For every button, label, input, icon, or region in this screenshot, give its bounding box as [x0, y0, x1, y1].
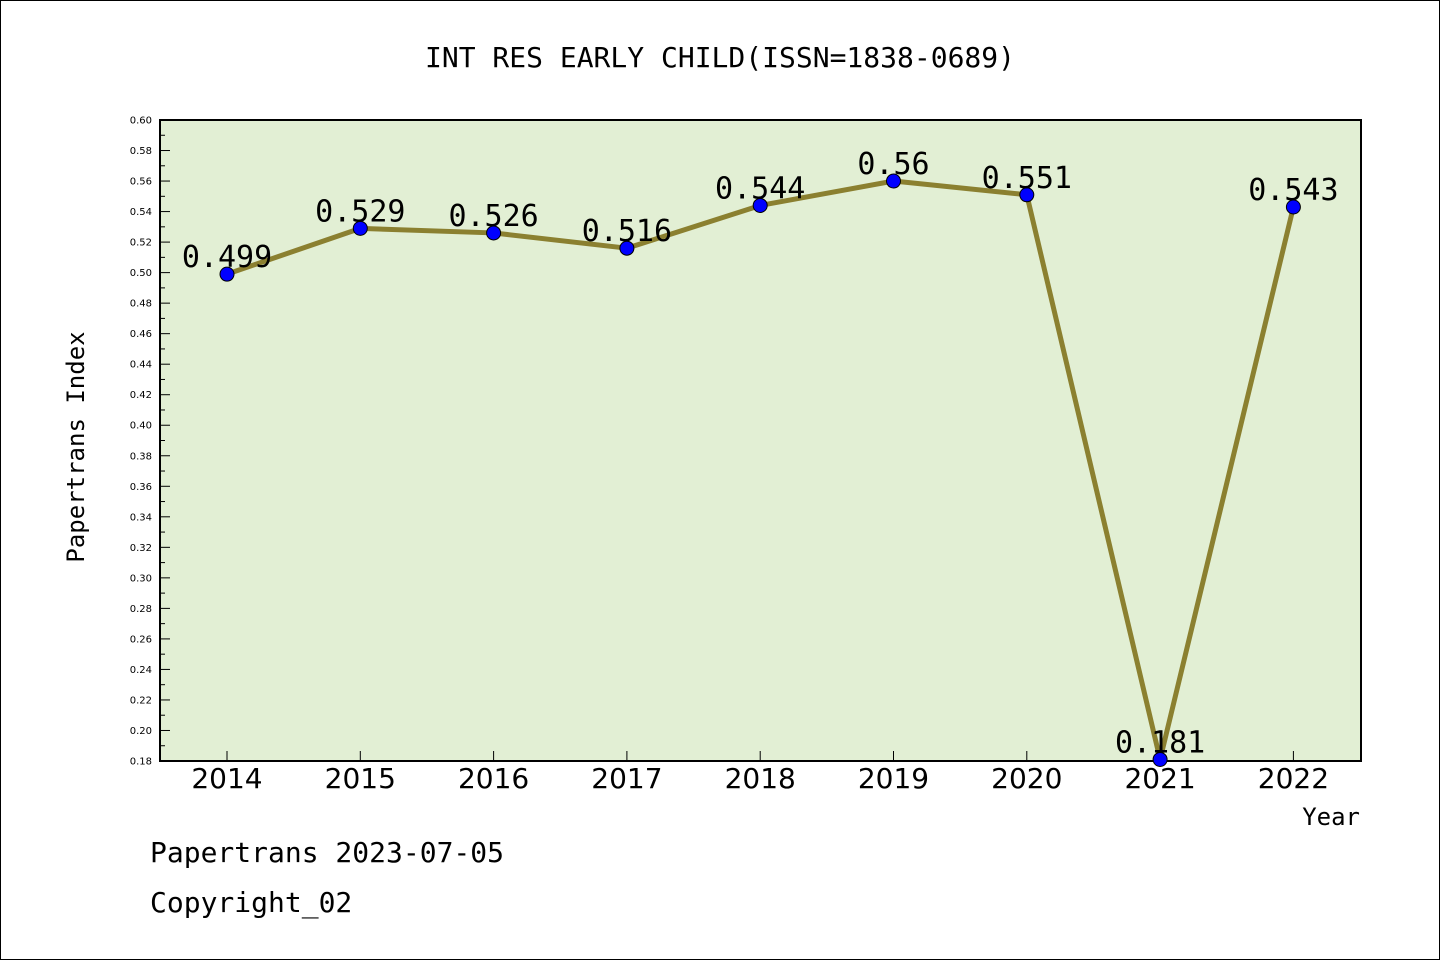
y-tick-label: 0.56: [130, 177, 152, 188]
footer-date-text: Papertrans 2023-07-05: [150, 836, 505, 869]
data-label: 0.516: [582, 214, 672, 249]
y-tick-label: 0.44: [130, 360, 152, 371]
data-label: 0.526: [448, 199, 538, 234]
y-tick-label: 0.34: [130, 512, 152, 523]
y-axis-label: Papertrans Index: [62, 331, 90, 562]
data-label: 0.56: [857, 147, 929, 182]
x-axis-label: Year: [1302, 803, 1360, 831]
y-tick-label: 0.40: [130, 421, 152, 432]
x-tick-label: 2020: [991, 762, 1062, 795]
x-tick-label: 2021: [1124, 762, 1195, 795]
y-tick-label: 0.50: [130, 268, 152, 279]
y-tick-label: 0.28: [130, 604, 152, 615]
y-tick-label: 0.18: [130, 757, 152, 768]
chart-title: INT RES EARLY CHILD(ISSN=1838-0689): [425, 41, 1015, 74]
y-tick-label: 0.46: [130, 329, 152, 340]
data-point: [752, 197, 768, 213]
y-tick-label: 0.20: [130, 726, 152, 737]
y-tick-label: 0.26: [130, 634, 152, 645]
y-tick-label: 0.24: [130, 665, 152, 676]
y-tick-label: 0.30: [130, 573, 152, 584]
data-markers: [219, 173, 1301, 767]
data-point: [1152, 751, 1168, 767]
data-point: [619, 240, 635, 256]
y-tick-label: 0.52: [130, 238, 152, 249]
footer-copyright-text: Copyright_02: [150, 886, 353, 919]
x-tick-label: 2016: [458, 762, 529, 795]
y-axis-ticks: 0.18 0.20 0.22 0.24 0.26 0.28 0.30 0.32 0.34 0.36…: [130, 116, 170, 768]
y-tick-label: 0.38: [130, 451, 152, 462]
x-axis-ticks: 2014 2015 2016 2017 2018 2019 2020 2021 2022: [191, 751, 1329, 795]
y-tick-label: 0.22: [130, 695, 152, 706]
data-point: [219, 266, 235, 282]
data-label: 0.499: [182, 240, 272, 275]
data-point: [886, 173, 901, 189]
data-label: 0.544: [715, 171, 805, 206]
y-tick-label: 0.32: [130, 543, 152, 554]
x-tick-label: 2019: [858, 762, 929, 795]
data-label: 0.551: [982, 161, 1072, 196]
x-tick-label: 2018: [725, 762, 796, 795]
data-point: [486, 225, 502, 241]
data-point: [1285, 199, 1301, 215]
data-label: 0.181: [1115, 725, 1205, 760]
data-label: 0.529: [315, 194, 405, 229]
y-tick-label: 0.54: [130, 207, 152, 218]
data-label: 0.543: [1248, 173, 1338, 208]
x-tick-label: 2014: [191, 762, 262, 795]
y-tick-label: 0.42: [130, 390, 152, 401]
y-tick-label: 0.48: [130, 299, 152, 310]
x-tick-label: 2017: [591, 762, 662, 795]
data-point: [1019, 187, 1035, 203]
data-labels: 0.499 0.529 0.526 0.516 0.544 0.56 0.551 0.181 0…: [182, 147, 1339, 760]
y-tick-label: 0.36: [130, 482, 152, 493]
y-tick-label: 0.60: [130, 116, 152, 127]
x-tick-label: 2015: [325, 762, 396, 795]
data-point: [352, 220, 368, 236]
x-tick-label: 2022: [1258, 762, 1329, 795]
y-tick-label: 0.58: [130, 146, 152, 157]
